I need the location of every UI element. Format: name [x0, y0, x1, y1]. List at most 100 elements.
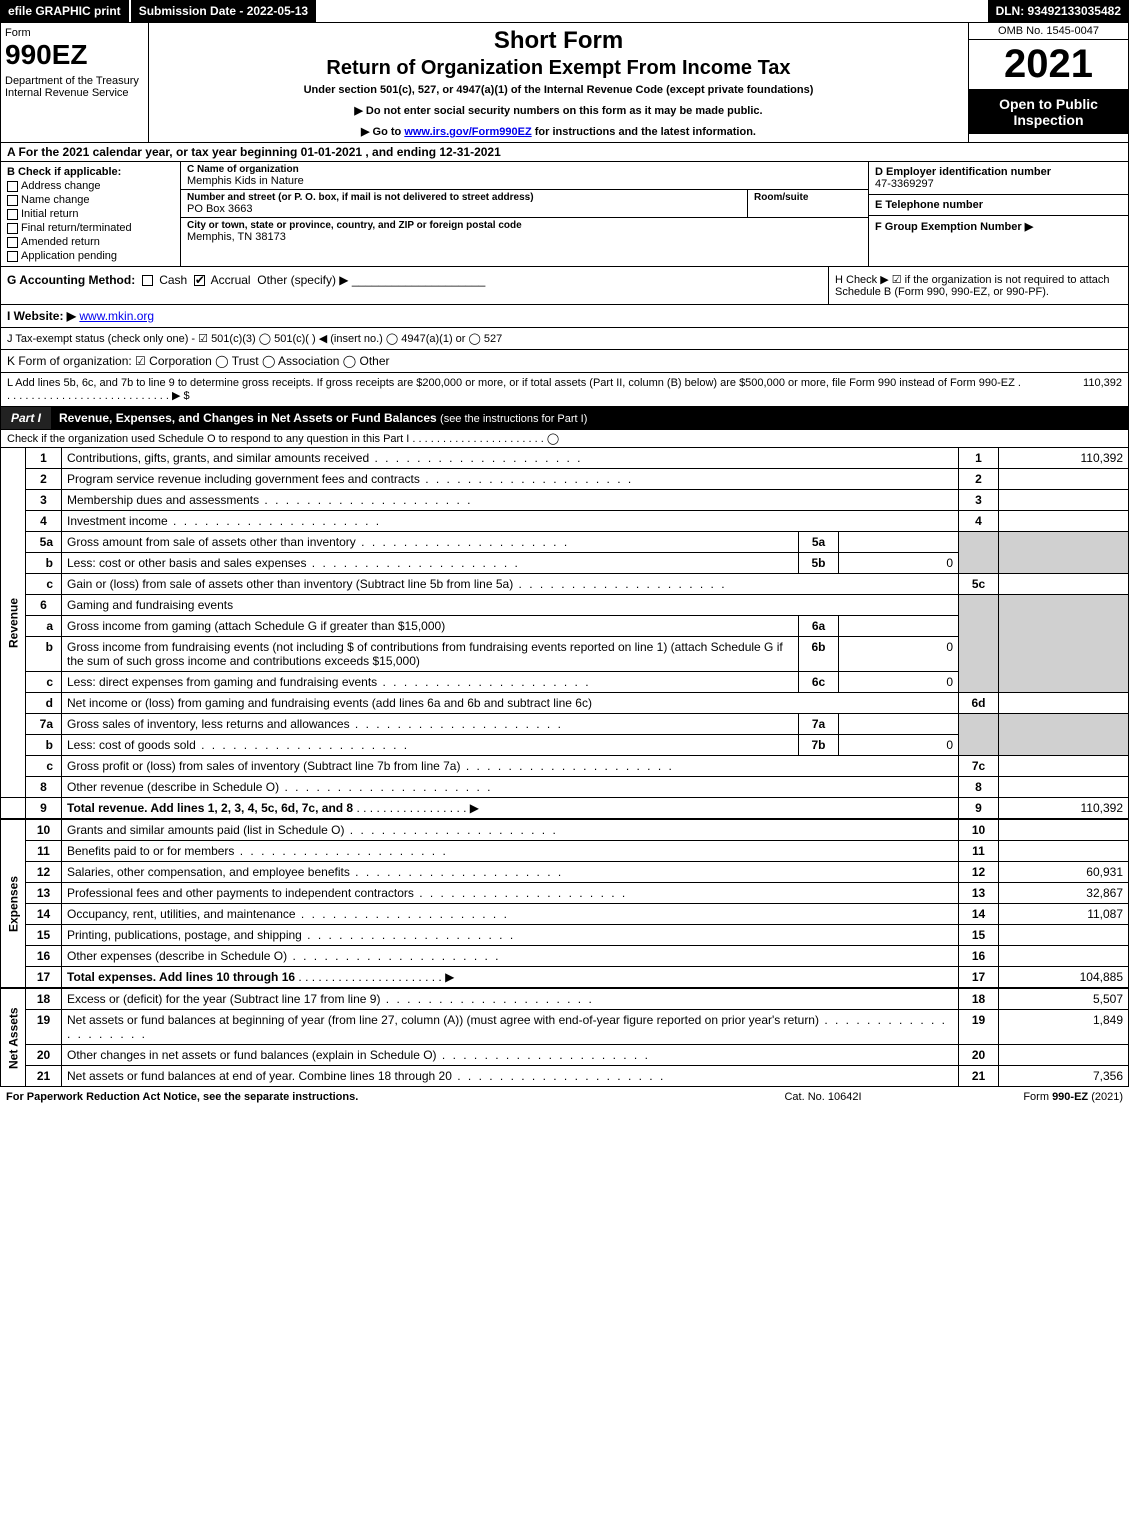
g-label: G Accounting Method:	[7, 273, 135, 287]
part1-subtitle: (see the instructions for Part I)	[440, 413, 587, 425]
line-ref: 14	[959, 904, 999, 925]
form-number: 990EZ	[5, 39, 144, 71]
sub-value: 0	[839, 735, 959, 756]
line-ref: 1	[959, 448, 999, 469]
footer: For Paperwork Reduction Act Notice, see …	[0, 1087, 1129, 1107]
line-amount: 110,392	[999, 798, 1129, 819]
cb-accrual[interactable]	[194, 275, 205, 286]
footer-r-bold: 990-EZ	[1052, 1091, 1088, 1103]
cb-initial-return-label: Initial return	[21, 208, 78, 220]
line-num: b	[26, 553, 62, 574]
department: Department of the Treasury Internal Reve…	[5, 75, 144, 99]
cb-final-return-label: Final return/terminated	[21, 222, 132, 234]
line-desc: Salaries, other compensation, and employ…	[62, 862, 959, 883]
sub-value	[839, 532, 959, 553]
line-amount	[999, 820, 1129, 841]
efile-label[interactable]: efile GRAPHIC print	[0, 0, 131, 22]
line17-desc-bold: Total expenses. Add lines 10 through 16	[67, 970, 295, 984]
line-ref: 20	[959, 1045, 999, 1066]
line-desc: Gross income from gaming (attach Schedul…	[62, 616, 799, 637]
cb-application-pending[interactable]: Application pending	[7, 250, 174, 262]
line-ref: 16	[959, 946, 999, 967]
line-num: 16	[26, 946, 62, 967]
row-i: I Website: ▶ www.mkin.org	[0, 304, 1129, 327]
shaded	[959, 714, 999, 756]
col-c: C Name of organization Memphis Kids in N…	[181, 162, 868, 266]
sub-ref: 6b	[799, 637, 839, 672]
expenses-table: Expenses 10 Grants and similar amounts p…	[0, 819, 1129, 988]
submission-date: Submission Date - 2022-05-13	[131, 0, 318, 22]
line-amount	[999, 1045, 1129, 1066]
line-desc: Gain or (loss) from sale of assets other…	[62, 574, 959, 595]
line-desc: Net assets or fund balances at beginning…	[62, 1010, 959, 1045]
cb-address-change[interactable]: Address change	[7, 180, 174, 192]
cb-initial-return[interactable]: Initial return	[7, 208, 174, 220]
l-text: L Add lines 5b, 6c, and 7b to line 9 to …	[7, 377, 1022, 402]
line-ref: 3	[959, 490, 999, 511]
line9-desc-bold: Total revenue. Add lines 1, 2, 3, 4, 5c,…	[67, 801, 353, 815]
line-num: 19	[26, 1010, 62, 1045]
line-num: 3	[26, 490, 62, 511]
line-desc: Contributions, gifts, grants, and simila…	[62, 448, 959, 469]
irs-link[interactable]: www.irs.gov/Form990EZ	[404, 126, 531, 138]
line-num: 9	[26, 798, 62, 819]
sub-value: 0	[839, 553, 959, 574]
line-desc: Membership dues and assessments	[62, 490, 959, 511]
line-num: 8	[26, 777, 62, 798]
sub-ref: 6a	[799, 616, 839, 637]
form-header: Form 990EZ Department of the Treasury In…	[0, 22, 1129, 142]
street-label: Number and street (or P. O. box, if mail…	[187, 192, 741, 203]
line-desc: Gross sales of inventory, less returns a…	[62, 714, 799, 735]
line-ref: 12	[959, 862, 999, 883]
omb-number: OMB No. 1545-0047	[969, 23, 1128, 40]
l-amount: 110,392	[1022, 377, 1122, 402]
website-link[interactable]: www.mkin.org	[79, 309, 154, 323]
street-value: PO Box 3663	[187, 203, 741, 215]
cb-cash[interactable]	[142, 275, 153, 286]
b-header: B Check if applicable:	[7, 166, 174, 178]
line-desc: Gross income from fundraising events (no…	[62, 637, 799, 672]
cb-amended-return[interactable]: Amended return	[7, 236, 174, 248]
revenue-vlabel: Revenue	[1, 448, 26, 798]
line-amount	[999, 511, 1129, 532]
revenue-vlabel-cont	[1, 798, 26, 819]
org-name-label: C Name of organization	[187, 164, 862, 175]
line-ref: 6d	[959, 693, 999, 714]
line-amount	[999, 946, 1129, 967]
line-amount: 1,849	[999, 1010, 1129, 1045]
line-desc: Net assets or fund balances at end of ye…	[62, 1066, 959, 1087]
line-ref: 8	[959, 777, 999, 798]
section-bcdef: B Check if applicable: Address change Na…	[0, 161, 1129, 266]
line-num: d	[26, 693, 62, 714]
tax-year: 2021	[969, 40, 1128, 90]
d-row: D Employer identification number 47-3369…	[869, 162, 1128, 195]
note2-post: for instructions and the latest informat…	[532, 126, 756, 138]
line-amount	[999, 574, 1129, 595]
line-desc: Total revenue. Add lines 1, 2, 3, 4, 5c,…	[62, 798, 959, 819]
part1-check-text: Check if the organization used Schedule …	[7, 432, 1122, 445]
line-ref: 4	[959, 511, 999, 532]
footer-r-pre: Form	[1023, 1091, 1052, 1103]
line-num: b	[26, 637, 62, 672]
line-num: 10	[26, 820, 62, 841]
line-amount: 110,392	[999, 448, 1129, 469]
line-num: c	[26, 756, 62, 777]
note2-pre: ▶ Go to	[361, 126, 404, 138]
shaded	[959, 532, 999, 574]
line-desc: Gross profit or (loss) from sales of inv…	[62, 756, 959, 777]
f-row: F Group Exemption Number ▶	[869, 216, 1128, 237]
cb-final-return[interactable]: Final return/terminated	[7, 222, 174, 234]
line-num: b	[26, 735, 62, 756]
line-amount: 11,087	[999, 904, 1129, 925]
shaded	[999, 595, 1129, 693]
line-num: 21	[26, 1066, 62, 1087]
footer-right: Form 990-EZ (2021)	[923, 1091, 1123, 1103]
line-ref: 10	[959, 820, 999, 841]
cb-name-change[interactable]: Name change	[7, 194, 174, 206]
row-gh: G Accounting Method: Cash Accrual Other …	[0, 266, 1129, 304]
part1-title: Revenue, Expenses, and Changes in Net As…	[51, 407, 1128, 429]
cb-name-change-label: Name change	[21, 194, 90, 206]
line-desc: Other expenses (describe in Schedule O)	[62, 946, 959, 967]
line-num: 18	[26, 989, 62, 1010]
sub-ref: 6c	[799, 672, 839, 693]
